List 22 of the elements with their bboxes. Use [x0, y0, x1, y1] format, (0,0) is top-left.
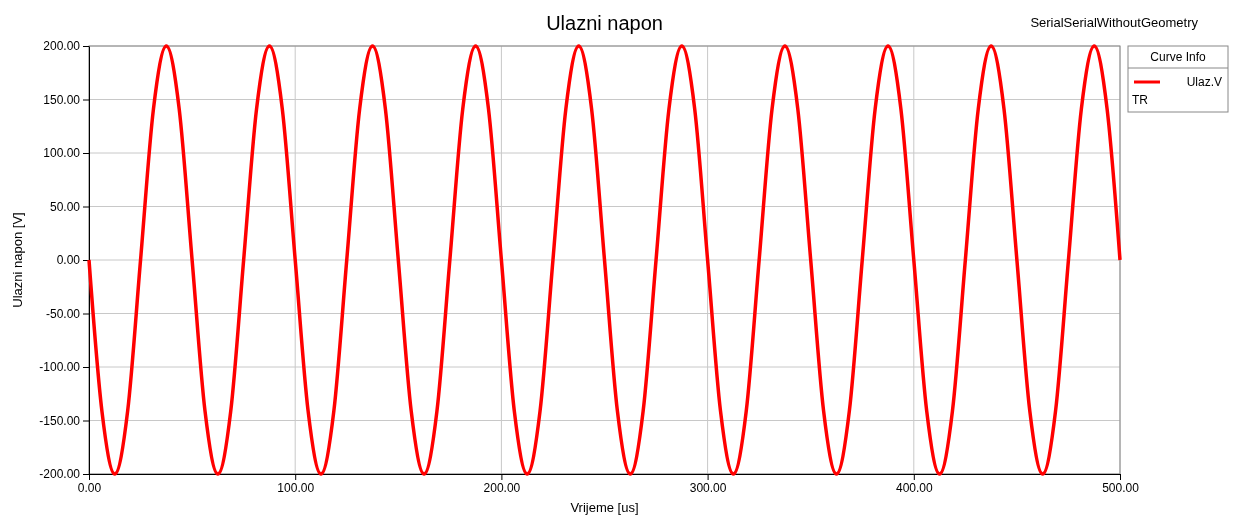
x-tick-label: 400.00 [895, 480, 933, 495]
text: TR [1132, 93, 1149, 107]
chart-title: Ulazni napon [546, 12, 663, 34]
y-tick-label: -100.00 [39, 360, 81, 375]
y-axis-title: Ulazni napon [V] [10, 212, 25, 308]
y-tick-label: 50.00 [49, 199, 81, 214]
x-tick-label: 300.00 [689, 480, 727, 495]
x-tick-label: 500.00 [1102, 480, 1140, 495]
y-tick-label: 200.00 [43, 39, 81, 54]
y-tick-label: 100.00 [43, 146, 81, 161]
x-axis-title: Vrijeme [us] [570, 500, 639, 515]
x-tick-label: 0.00 [77, 480, 102, 495]
legend-title: Curve Info [1150, 50, 1207, 64]
text: SerialSerialWithoutGeometry [1030, 15, 1199, 30]
y-tick-label: -200.00 [39, 467, 81, 482]
y-tick-label: -150.00 [39, 413, 81, 428]
y-tick-label: 0.00 [56, 253, 81, 268]
x-tick-label: 100.00 [277, 480, 315, 495]
y-tick-label: -50.00 [45, 306, 81, 321]
legend-label: Ulaz.V [1186, 75, 1222, 89]
x-tick-label: 200.00 [483, 480, 521, 495]
y-tick-label: 150.00 [43, 92, 81, 107]
